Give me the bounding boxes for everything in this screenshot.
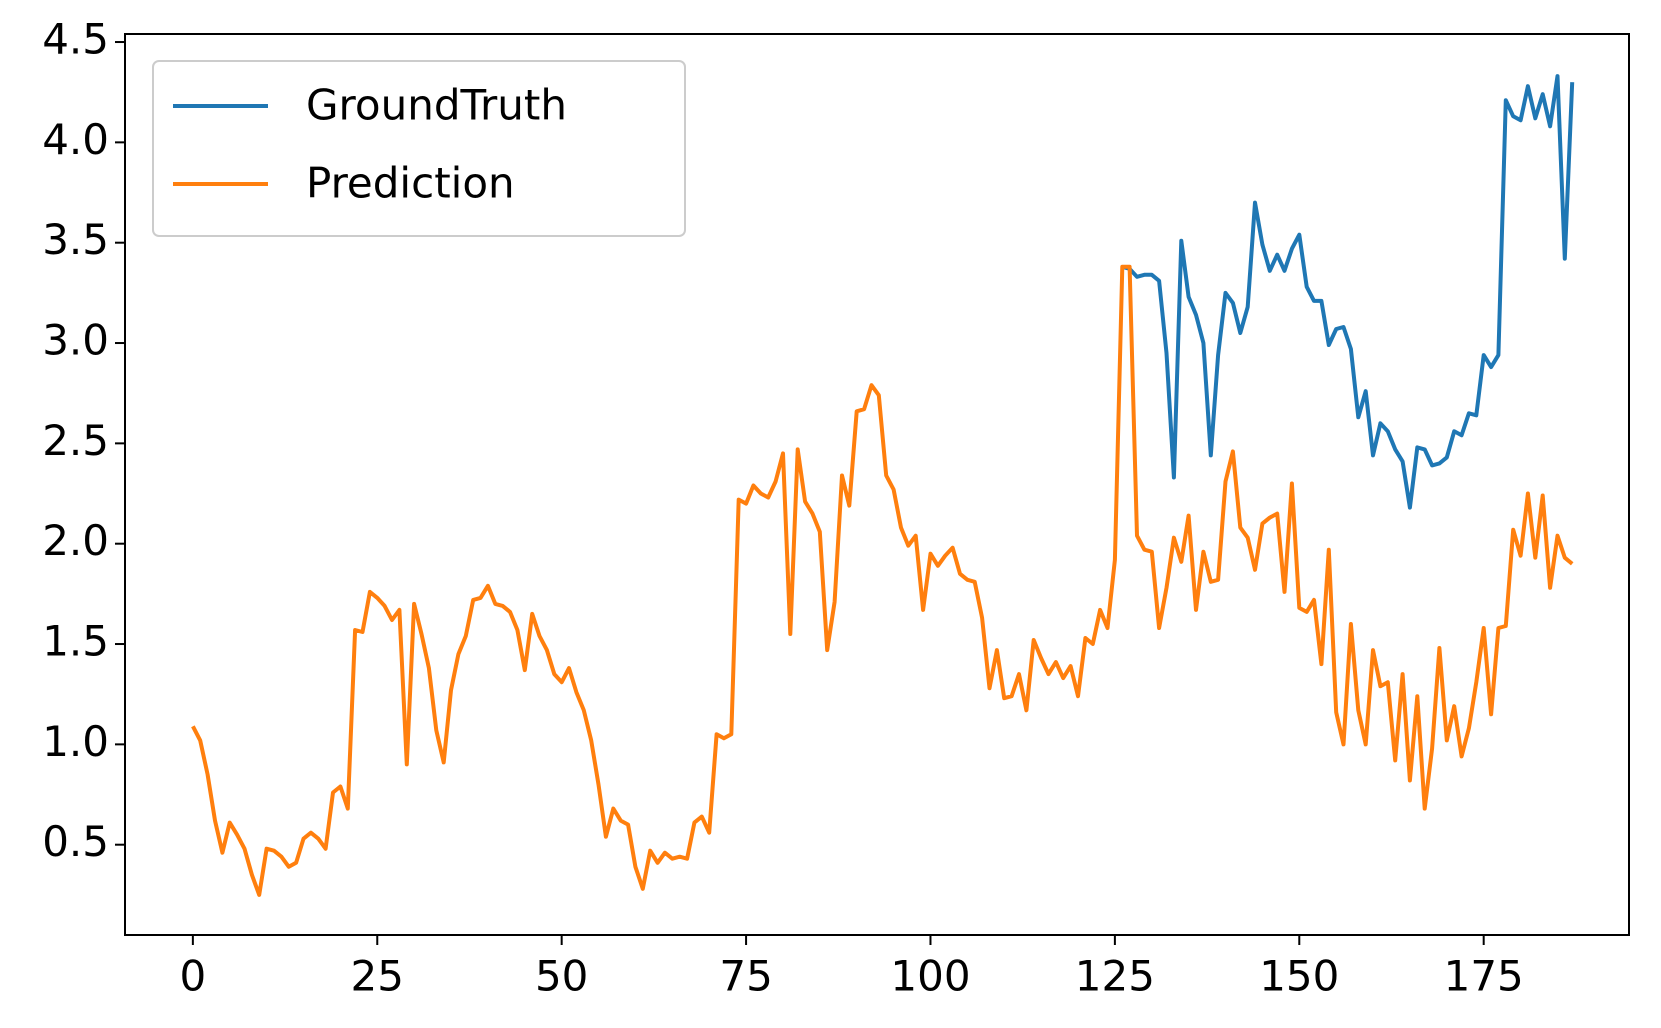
x-tick-label: 0 — [179, 952, 206, 1001]
y-tick-label: 0.5 — [42, 817, 109, 866]
plot-frame — [124, 33, 1630, 936]
legend-box — [152, 60, 686, 237]
legend-label: GroundTruth — [306, 81, 567, 130]
y-tick-label: 2.0 — [42, 516, 109, 565]
x-tick-label: 175 — [1444, 952, 1524, 1001]
x-tick-label: 150 — [1259, 952, 1339, 1001]
legend-label: Prediction — [306, 159, 515, 208]
y-tick-label: 3.0 — [42, 316, 109, 365]
y-tick-label: 1.0 — [42, 717, 109, 766]
x-tick-label: 100 — [890, 952, 970, 1001]
y-tick-label: 4.0 — [42, 115, 109, 164]
y-tick-label: 3.5 — [42, 215, 109, 264]
series-line — [191, 264, 1574, 897]
x-tick-label: 25 — [351, 952, 404, 1001]
series-line — [1121, 74, 1575, 510]
y-tick-label: 1.5 — [42, 617, 109, 666]
y-tick-label: 4.5 — [42, 15, 109, 64]
x-tick-label: 125 — [1075, 952, 1155, 1001]
x-tick-label: 75 — [719, 952, 772, 1001]
x-tick-label: 50 — [535, 952, 588, 1001]
y-tick-label: 2.5 — [42, 416, 109, 465]
